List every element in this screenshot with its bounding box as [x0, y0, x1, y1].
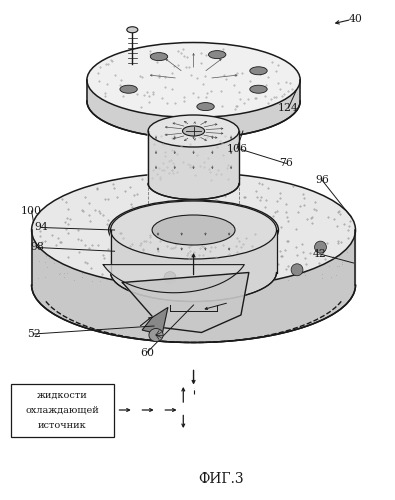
Polygon shape: [103, 264, 245, 292]
Text: 94: 94: [35, 222, 48, 232]
Polygon shape: [142, 308, 168, 335]
FancyBboxPatch shape: [11, 384, 114, 436]
Ellipse shape: [250, 67, 267, 75]
Text: 98: 98: [30, 242, 45, 252]
Polygon shape: [148, 131, 239, 200]
Polygon shape: [111, 230, 276, 302]
Text: 76: 76: [279, 158, 293, 168]
Text: 106: 106: [226, 144, 248, 154]
Text: 52: 52: [26, 329, 41, 339]
Ellipse shape: [164, 272, 176, 283]
Text: 42: 42: [313, 249, 327, 259]
Ellipse shape: [314, 241, 326, 253]
Ellipse shape: [149, 328, 163, 342]
Ellipse shape: [87, 42, 300, 117]
Ellipse shape: [197, 102, 214, 110]
Ellipse shape: [209, 50, 226, 58]
Text: источник: источник: [38, 420, 87, 430]
Ellipse shape: [148, 115, 239, 147]
Text: ФИГ.3: ФИГ.3: [198, 472, 244, 486]
Ellipse shape: [127, 27, 138, 33]
Text: охлаждающей: охлаждающей: [25, 406, 99, 414]
Text: 124: 124: [278, 103, 299, 113]
Ellipse shape: [291, 264, 303, 276]
Ellipse shape: [111, 201, 276, 259]
Text: 96: 96: [315, 175, 329, 185]
Text: 60: 60: [140, 348, 154, 358]
Text: жидкости: жидкости: [37, 390, 88, 400]
Ellipse shape: [32, 172, 356, 288]
Text: 100: 100: [21, 206, 42, 216]
Text: 40: 40: [348, 14, 363, 24]
Polygon shape: [87, 80, 300, 138]
Ellipse shape: [250, 85, 267, 93]
Ellipse shape: [109, 200, 278, 260]
Ellipse shape: [152, 215, 235, 245]
Ellipse shape: [164, 226, 176, 238]
Polygon shape: [32, 230, 356, 342]
Ellipse shape: [150, 52, 168, 60]
Ellipse shape: [182, 126, 205, 136]
Ellipse shape: [120, 85, 137, 93]
Polygon shape: [122, 272, 249, 332]
